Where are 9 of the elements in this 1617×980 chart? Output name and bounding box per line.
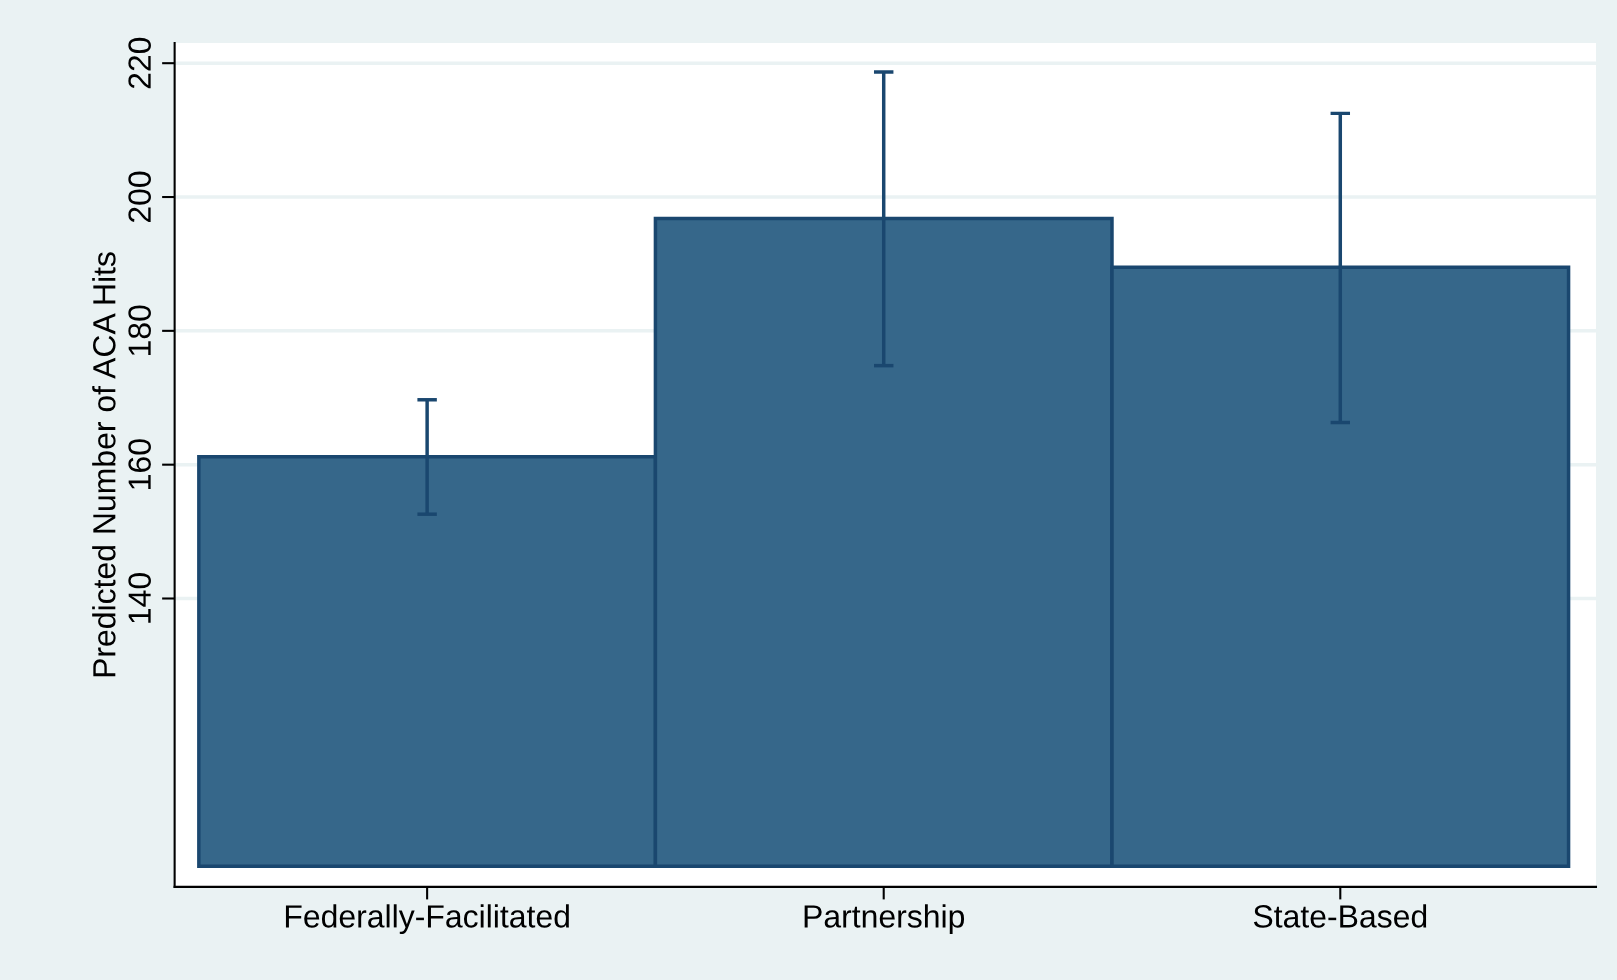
y-axis-title: Predicted Number of ACA Hits xyxy=(92,252,116,677)
y-tick-label: 180 xyxy=(128,305,151,356)
y-tick-label: 220 xyxy=(128,37,151,89)
y-tick-label: 140 xyxy=(128,573,151,623)
x-tick-label: State-Based xyxy=(1253,904,1427,928)
y-tick-label: 200 xyxy=(128,171,151,223)
x-tick-label: Partnership xyxy=(804,904,965,935)
y-tick-label: 160 xyxy=(128,439,151,489)
x-tick-label: Federally-Facilitated xyxy=(285,904,569,935)
